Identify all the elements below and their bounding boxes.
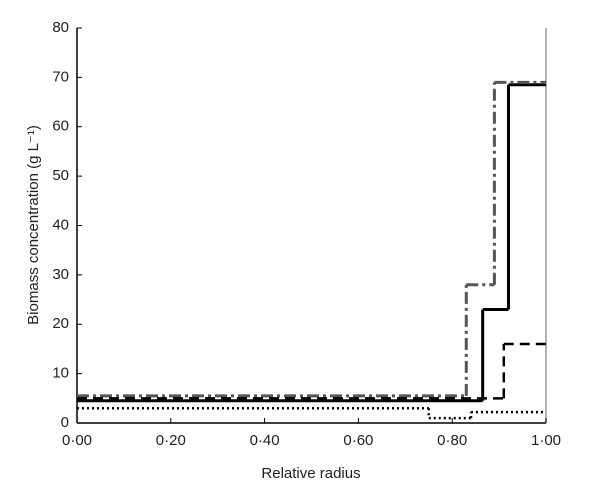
- x-tick-label: 0·60: [343, 432, 373, 449]
- y-tick-label: 10: [52, 365, 69, 382]
- x-tick-label: 0·00: [62, 432, 92, 449]
- x-tick-label: 0·80: [437, 432, 467, 449]
- x-axis-label: Relative radius: [261, 465, 360, 482]
- y-tick-label: 80: [52, 19, 69, 36]
- y-tick-label: 0: [61, 414, 69, 431]
- y-axis-label: Biomass concentration (g L⁻¹): [25, 125, 42, 325]
- y-tick-label: 20: [52, 315, 69, 332]
- x-tick-label: 0·20: [156, 432, 186, 449]
- y-tick-label: 60: [52, 118, 69, 135]
- y-tick-label: 40: [52, 216, 69, 233]
- x-tick-label: 1·00: [531, 432, 561, 449]
- x-tick-label: 0·40: [250, 432, 280, 449]
- y-tick-label: 70: [52, 68, 69, 85]
- y-tick-label: 30: [52, 266, 69, 283]
- y-tick-label: 50: [52, 167, 69, 184]
